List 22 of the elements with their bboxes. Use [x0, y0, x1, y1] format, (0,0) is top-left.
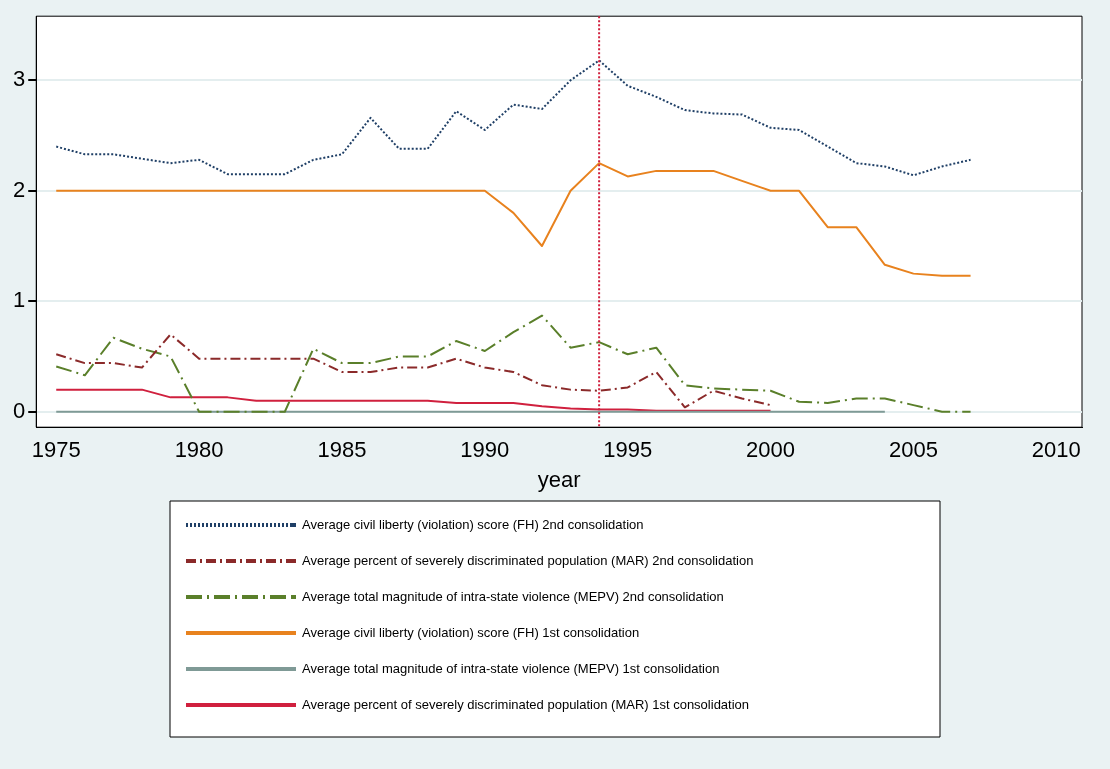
- x-tick-label: 1975: [31, 437, 81, 463]
- x-tick-label: 2000: [746, 437, 796, 463]
- y-tick-label: 1: [12, 287, 26, 313]
- legend-label: Average percent of severely discriminated population (MAR) 2nd consolidation: [302, 552, 754, 568]
- line-series: [55, 314, 972, 413]
- x-tick-label: 2005: [888, 437, 938, 463]
- x-tick-label: 1990: [460, 437, 510, 463]
- y-tick-label: 2: [12, 176, 26, 202]
- x-tick-label: 1980: [174, 437, 224, 463]
- legend-label: Average total magnitude of intra-state violence (MEPV) 1st consolidation: [302, 660, 720, 676]
- line-series: [55, 59, 972, 177]
- x-tick-label: 1985: [317, 437, 367, 463]
- x-tick-label: 1995: [603, 437, 653, 463]
- legend-label: Average percent of severely discriminated population (MAR) 1st consolidation: [302, 696, 750, 712]
- x-tick-label: 2010: [1031, 437, 1081, 463]
- x-axis-title: year: [537, 466, 581, 492]
- line-series: [55, 333, 772, 409]
- y-tick-label: 3: [12, 66, 26, 92]
- legend-label: Average civil liberty (violation) score (FH) 1st consolidation: [302, 624, 640, 640]
- y-tick-label: 0: [12, 397, 26, 423]
- legend-label: Average total magnitude of intra-state violence (MEPV) 2nd consolidation: [302, 588, 724, 604]
- legend-label: Average civil liberty (violation) score (FH) 2nd consolidation: [302, 516, 644, 532]
